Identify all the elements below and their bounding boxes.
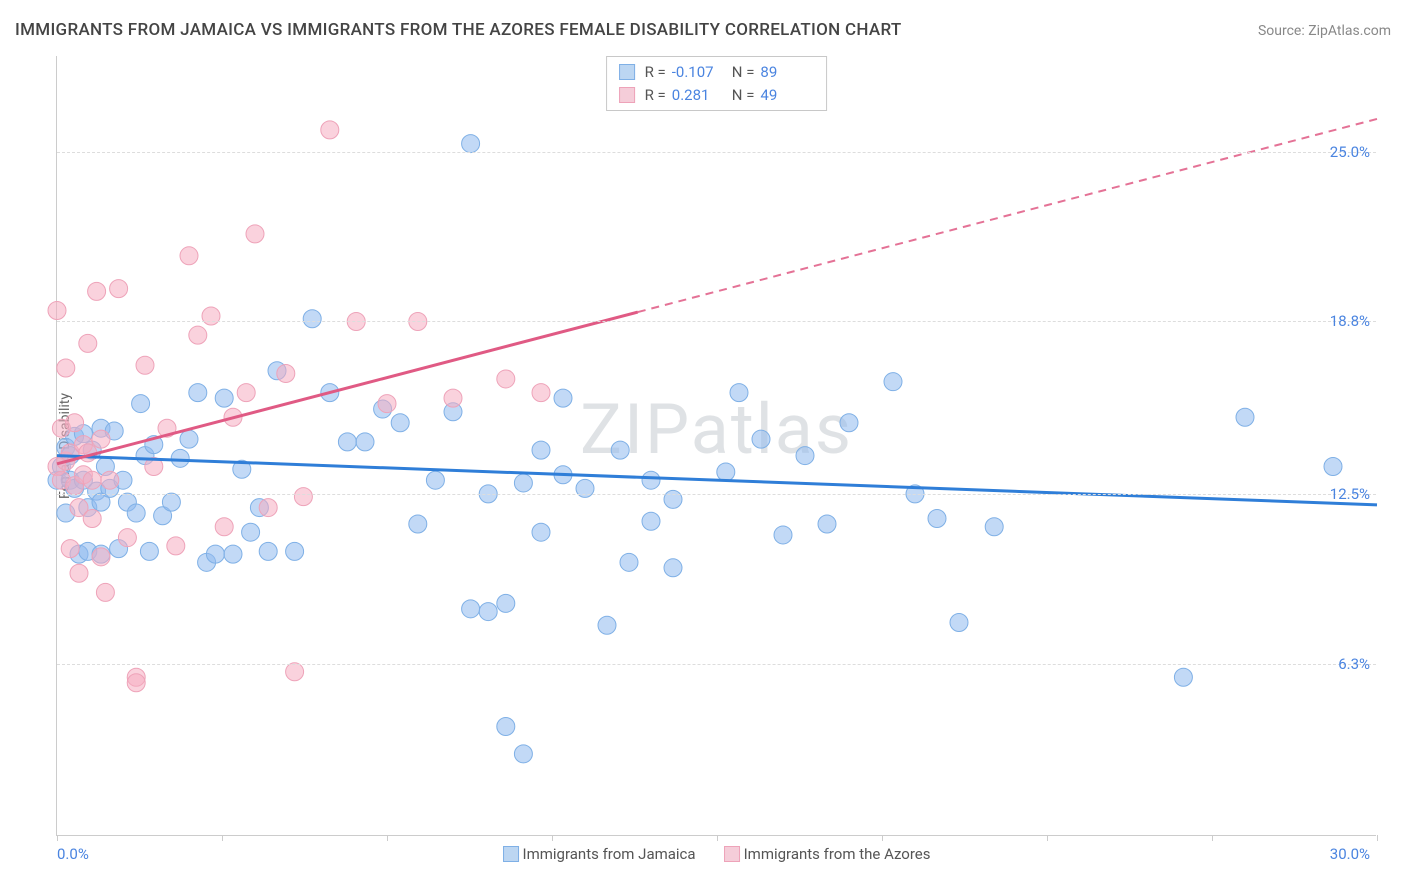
n-value-azores: 49 — [760, 84, 814, 107]
y-tick-label: 12.5% — [1330, 485, 1370, 503]
series-legend: Immigrants from Jamaica Immigrants from … — [503, 845, 931, 863]
n-label: N = — [732, 84, 755, 107]
legend-label-azores: Immigrants from the Azores — [744, 845, 931, 863]
x-tick — [1377, 835, 1378, 841]
x-tick — [222, 835, 223, 841]
x-axis-min-label: 0.0% — [57, 845, 89, 863]
r-label: R = — [645, 61, 666, 84]
r-label: R = — [645, 84, 666, 107]
y-tick-label: 25.0% — [1330, 143, 1370, 161]
plot-area: ZIPatlas R = -0.107 N = 89 R = 0.281 N =… — [56, 56, 1376, 836]
legend-item-jamaica: Immigrants from Jamaica — [503, 845, 696, 863]
swatch-azores — [724, 846, 740, 862]
r-value-azores: 0.281 — [672, 84, 726, 107]
correlation-row-jamaica: R = -0.107 N = 89 — [619, 61, 815, 84]
title-bar: IMMIGRANTS FROM JAMAICA VS IMMIGRANTS FR… — [15, 20, 1391, 40]
x-tick — [552, 835, 553, 841]
x-tick — [882, 835, 883, 841]
x-tick — [1047, 835, 1048, 841]
gridline — [57, 494, 1376, 495]
gridline — [57, 664, 1376, 665]
scatter-plot-svg — [57, 56, 1376, 835]
swatch-azores — [619, 87, 635, 103]
swatch-jamaica — [619, 64, 635, 80]
correlation-row-azores: R = 0.281 N = 49 — [619, 84, 815, 107]
y-tick-label: 6.3% — [1338, 655, 1370, 673]
n-value-jamaica: 89 — [760, 61, 814, 84]
y-tick-label: 18.8% — [1330, 312, 1370, 330]
chart-title: IMMIGRANTS FROM JAMAICA VS IMMIGRANTS FR… — [15, 20, 902, 40]
x-tick — [387, 835, 388, 841]
legend-item-azores: Immigrants from the Azores — [724, 845, 931, 863]
r-value-jamaica: -0.107 — [672, 61, 726, 84]
source-attribution: Source: ZipAtlas.com — [1258, 23, 1391, 39]
swatch-jamaica — [503, 846, 519, 862]
x-tick — [717, 835, 718, 841]
legend-label-jamaica: Immigrants from Jamaica — [523, 845, 696, 863]
n-label: N = — [732, 61, 755, 84]
x-axis-max-label: 30.0% — [1330, 845, 1370, 863]
gridline — [57, 152, 1376, 153]
x-tick — [57, 835, 58, 841]
x-tick — [1212, 835, 1213, 841]
correlation-legend: R = -0.107 N = 89 R = 0.281 N = 49 — [606, 56, 828, 111]
gridline — [57, 321, 1376, 322]
